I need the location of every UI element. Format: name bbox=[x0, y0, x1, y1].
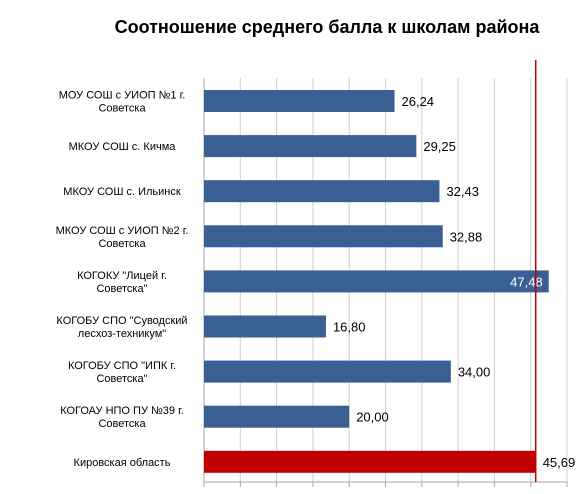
data-label: 32,43 bbox=[446, 184, 479, 199]
bar bbox=[204, 135, 417, 158]
data-label: 26,24 bbox=[402, 94, 435, 109]
category-label: КОГОБУ СПО "Суводский лесхоз-техникум" bbox=[56, 315, 187, 340]
bar bbox=[204, 315, 326, 338]
data-label: 32,88 bbox=[450, 229, 483, 244]
category-label: МКОУ СОШ с УИОП №2 г. Советска bbox=[56, 225, 189, 250]
bar bbox=[204, 450, 536, 473]
bar bbox=[204, 270, 549, 293]
bar bbox=[204, 405, 350, 428]
data-label: 45,69 bbox=[543, 455, 576, 470]
category-label: Кировская область bbox=[74, 457, 171, 469]
category-label: КОГОБУ СПО "ИПК г. Советска" bbox=[68, 360, 176, 385]
bar bbox=[204, 90, 395, 112]
data-label: 29,25 bbox=[423, 139, 456, 154]
data-label: 20,00 bbox=[356, 410, 389, 425]
chart-title: Соотношение среднего балла к школам райо… bbox=[115, 17, 541, 37]
category-label: КОГОКУ "Лицей г. Советска" bbox=[77, 270, 167, 295]
category-label: МКОУ СОШ с. Ильинск bbox=[63, 186, 181, 198]
bar bbox=[204, 360, 451, 383]
category-label: МОУ СОШ с УИОП №1 г. Советска bbox=[59, 90, 186, 115]
bar bbox=[204, 180, 440, 203]
bar bbox=[204, 225, 443, 248]
data-label: 16,80 bbox=[333, 320, 366, 335]
category-label: МКОУ СОШ с. Кичма bbox=[69, 141, 177, 153]
data-label: 47,48 bbox=[510, 274, 543, 289]
category-label: КОГОАУ НПО ПУ №39 г. Советска bbox=[60, 405, 184, 430]
data-label: 34,00 bbox=[458, 365, 491, 380]
